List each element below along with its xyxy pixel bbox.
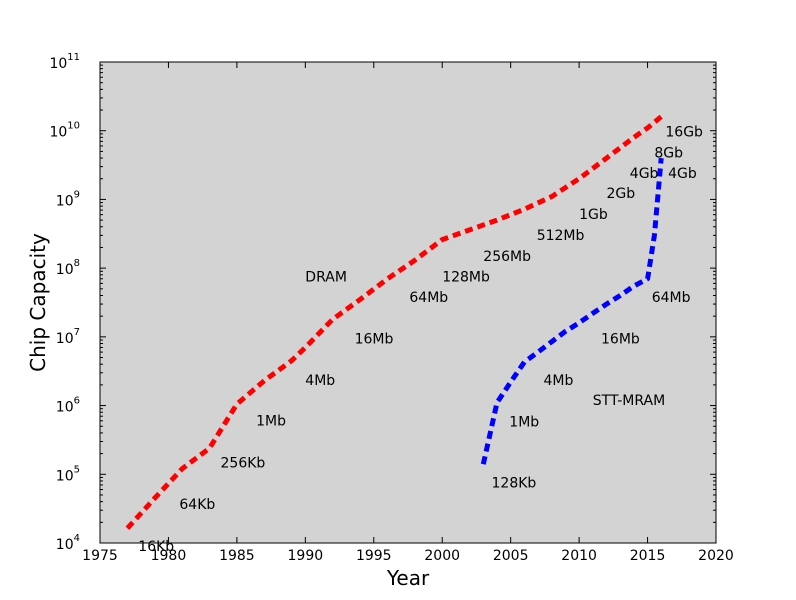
y-tick-label: 109 (56, 189, 80, 209)
point-label-layer: 16Kb64Kb256Kb1Mb4Mb16Mb64Mb128Mb256Mb512… (138, 125, 703, 556)
point-label: 8Gb (654, 145, 683, 161)
x-tick-label: 2020 (698, 548, 734, 564)
plot-frame (99, 61, 717, 544)
y-tick-label: 104 (56, 533, 80, 553)
point-label: 16Mb (355, 332, 394, 348)
x-tick-label: 1975 (82, 548, 118, 564)
plot-area (100, 62, 716, 543)
point-label: 4Gb (630, 166, 659, 182)
x-tick-label: 2010 (561, 548, 597, 564)
point-label: 16Mb (601, 332, 640, 348)
y-axis-title: Chip Capacity (26, 233, 50, 372)
series-layer (125, 114, 664, 530)
y-tick-label: 1010 (49, 121, 80, 141)
y-tick-label: 1011 (49, 52, 80, 72)
point-label: 2Gb (607, 186, 636, 202)
point-label: 512Mb (537, 228, 585, 244)
point-label: 64Mb (652, 290, 691, 306)
point-label: 16Gb (665, 125, 703, 141)
point-label: 4Mb (305, 373, 335, 389)
series-annotation: DRAM (305, 270, 347, 286)
point-label: 64Mb (409, 290, 448, 306)
point-label: 4Mb (544, 373, 574, 389)
x-tick-label: 1985 (219, 548, 255, 564)
x-tick-label: 2005 (493, 548, 529, 564)
point-label: 1Gb (579, 207, 608, 223)
y-tick-label: 105 (56, 464, 80, 484)
axis-layer: 1975 1980 1985 1990 1995 2000 2005 2010 2015 2020… (49, 52, 733, 564)
point-label: 128Mb (442, 270, 490, 286)
y-tick-label: 106 (56, 396, 80, 416)
y-tick-label: 108 (56, 258, 80, 278)
point-label: 4Gb (668, 166, 697, 182)
x-tick-label: 1995 (356, 548, 392, 564)
series-line-dram (125, 114, 663, 530)
point-label: 128Kb (492, 476, 537, 492)
series-line-stt-mram (480, 157, 664, 465)
point-label: 256Kb (221, 456, 266, 472)
point-label: 64Kb (179, 497, 215, 513)
point-label: 256Mb (483, 249, 531, 265)
x-tick-label: 2015 (630, 548, 666, 564)
x-axis-title: Year (386, 566, 430, 590)
point-label: 1Mb (509, 414, 539, 430)
series-annotation: STT-MRAM (593, 393, 665, 409)
point-label: 1Mb (256, 414, 286, 430)
x-tick-label: 1980 (151, 548, 187, 564)
y-tick-label: 107 (56, 327, 80, 347)
x-tick-label: 2000 (424, 548, 460, 564)
x-tick-label: 1990 (288, 548, 324, 564)
